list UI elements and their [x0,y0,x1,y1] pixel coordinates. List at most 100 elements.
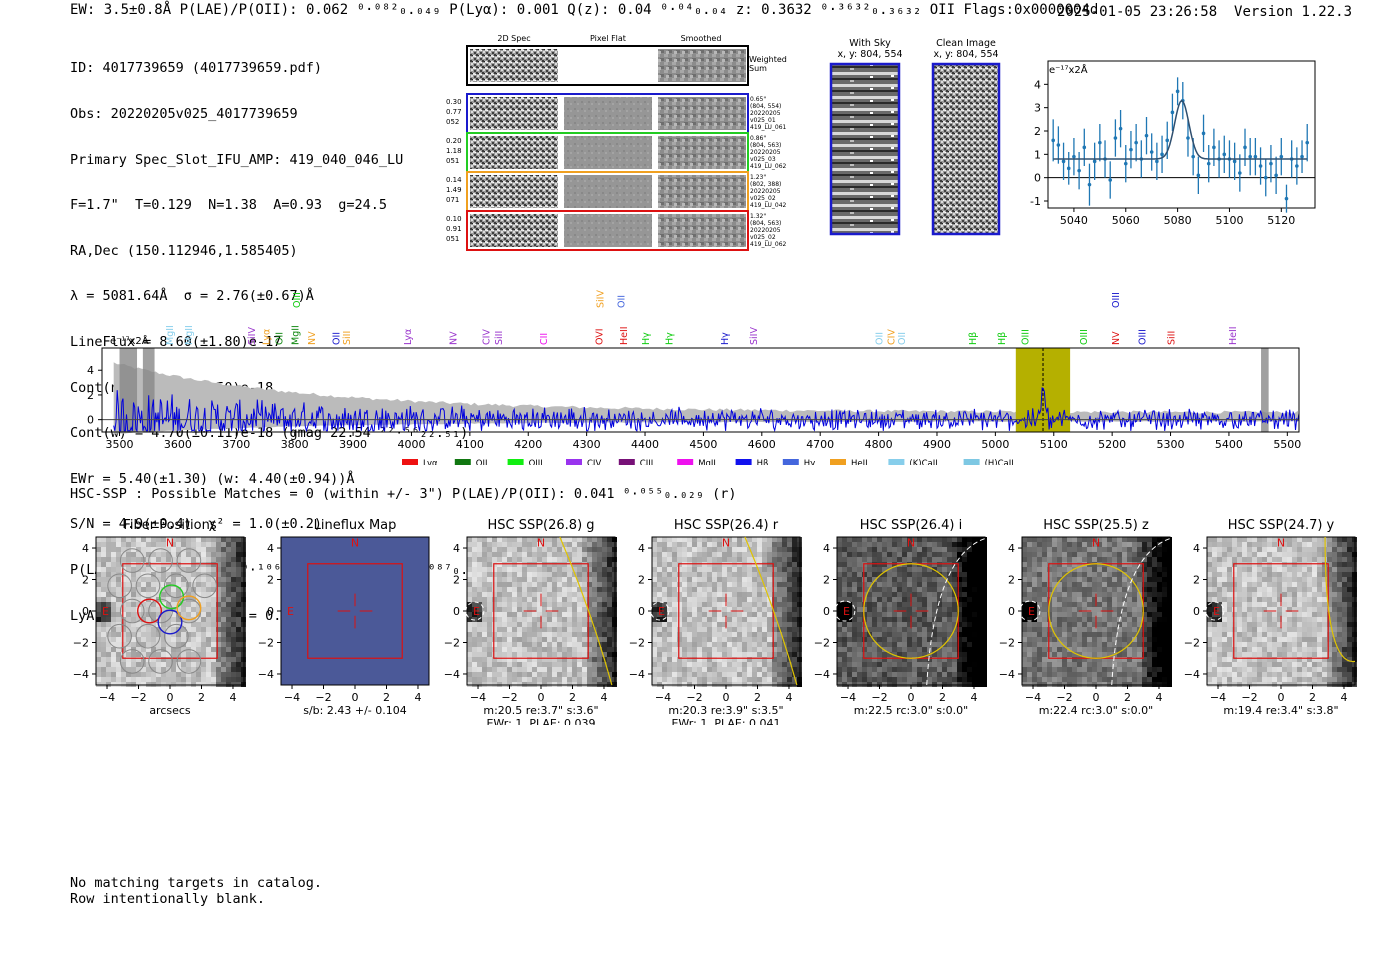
image-pixel [897,557,902,562]
image-pixel [672,607,677,612]
image-pixel [722,567,727,572]
image-pixel [1042,612,1047,617]
image-pixel [156,672,161,677]
image-pixel [522,592,527,597]
image-pixel [1157,587,1162,592]
hsc-xtick-label: 0 [352,691,359,704]
image-pixel [512,627,517,632]
image-pixel [121,607,126,612]
image-pixel [141,552,146,557]
image-pixel [492,652,497,657]
image-pixel [577,677,582,682]
image-pixel [1127,587,1132,592]
image-pixel [652,592,657,597]
image-pixel [577,652,582,657]
image-pixel [562,597,567,602]
image-pixel [1097,572,1102,577]
image-pixel [161,537,166,542]
image-pixel [952,642,957,647]
image-pixel [752,632,757,637]
image-pixel [1142,642,1147,647]
image-pixel [487,622,492,627]
image-pixel [1147,587,1152,592]
image-pixel [206,637,211,642]
image-pixel [517,657,522,662]
image-pixel [1107,587,1112,592]
image-pixel [1157,572,1162,577]
image-pixel [522,647,527,652]
image-pixel [502,652,507,657]
hsc-ytick-label: 2 [823,574,830,587]
image-pixel [211,587,216,592]
image-pixel [752,562,757,567]
image-pixel [1032,582,1037,587]
image-pixel [1092,587,1097,592]
image-pixel [957,567,962,572]
fiber-left-label: 052 [446,118,459,126]
image-pixel [1152,602,1157,607]
image-pixel [572,632,577,637]
spectrum-xtick-label: 4600 [748,438,776,451]
hsc-ytick-label: −4 [814,668,830,681]
image-pixel [582,657,587,662]
image-pixel [787,557,792,562]
fit-ytick-label: 1 [1034,148,1041,161]
image-pixel [787,647,792,652]
image-pixel [872,667,877,672]
image-pixel [111,647,116,652]
image-pixel [562,572,567,577]
image-pixel [231,612,236,617]
image-pixel [907,637,912,642]
image-pixel [1037,647,1042,652]
col-title-smoothed: Smoothed [681,34,722,43]
image-pixel [1142,537,1147,542]
image-pixel [216,622,221,627]
image-pixel [962,597,967,602]
image-pixel [952,632,957,637]
image-pixel [101,562,106,567]
image-pixel [782,562,787,567]
image-pixel [236,642,241,647]
image-pixel [176,567,181,572]
image-pixel [1107,632,1112,637]
image-pixel [216,642,221,647]
image-pixel [682,602,687,607]
image-pixel [1022,577,1027,582]
image-pixel [727,587,732,592]
spectrum-axes-frame [101,347,1300,433]
image-pixel [1097,617,1102,622]
image-pixel [216,557,221,562]
image-pixel [492,562,497,567]
image-pixel [1127,577,1132,582]
image-pixel [842,582,847,587]
image-pixel [532,627,537,632]
image-pixel [757,612,762,617]
image-pixel [96,552,101,557]
image-pixel [737,597,742,602]
image-pixel [492,672,497,677]
image-pixel [592,592,597,597]
image-pixel [221,552,226,557]
image-pixel [792,572,797,577]
image-pixel [927,612,932,617]
image-pixel [732,577,737,582]
image-pixel [507,612,512,617]
image-pixel [962,642,967,647]
image-pixel [867,607,872,612]
image-pixel [216,537,221,542]
image-pixel [1102,592,1107,597]
image-pixel [547,632,552,637]
image-pixel [487,552,492,557]
image-pixel [1162,607,1167,612]
image-pixel [206,587,211,592]
image-pixel [722,627,727,632]
image-pixel [1027,617,1032,622]
image-pixel [1042,632,1047,637]
image-pixel [882,592,887,597]
image-pixel [1022,662,1027,667]
image-pixel [677,642,682,647]
image-pixel [912,597,917,602]
image-pixel [572,597,577,602]
image-pixel [837,602,842,607]
image-pixel [557,602,562,607]
